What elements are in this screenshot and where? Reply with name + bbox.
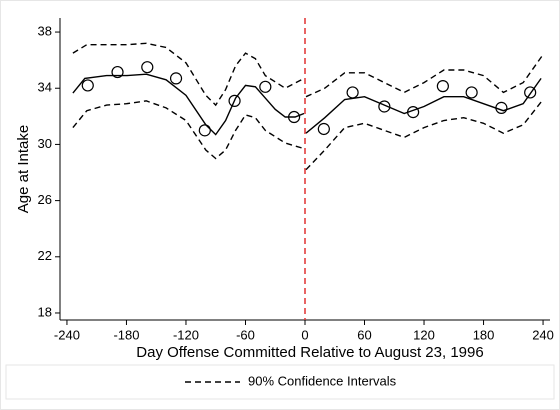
y-tick-label: 18 — [38, 304, 52, 319]
data-point — [198, 124, 211, 137]
x-tick-label: 60 — [357, 327, 371, 342]
x-tick-label: 120 — [413, 327, 435, 342]
x-tick-label: -60 — [236, 327, 255, 342]
y-tick-label: 34 — [38, 80, 52, 95]
data-point — [524, 86, 537, 99]
legend-label: 90% Confidence Intervals — [248, 373, 397, 388]
x-tick-label: 240 — [532, 327, 554, 342]
data-point — [465, 86, 478, 99]
ci-line — [72, 42, 544, 107]
y-tick-label: 22 — [38, 248, 52, 263]
data-point — [111, 65, 124, 79]
x-tick-label: -240 — [54, 327, 80, 342]
x-axis-title: Day Offense Committed Relative to August… — [136, 344, 483, 361]
data-point — [81, 79, 94, 92]
x-tick-label: -180 — [113, 327, 139, 342]
x-tick-label: -120 — [173, 327, 199, 342]
data-point — [141, 61, 154, 74]
data-point — [228, 94, 241, 107]
y-tick-label: 30 — [38, 136, 52, 151]
data-point — [378, 100, 391, 113]
data-point — [169, 72, 183, 85]
x-tick-label: 180 — [473, 327, 495, 342]
y-tick-label: 26 — [38, 192, 52, 207]
y-tick-label: 38 — [38, 23, 52, 38]
x-tick-label: 0 — [301, 327, 308, 342]
y-axis-title: Age at Intake — [15, 125, 32, 213]
legend-box — [5, 364, 555, 400]
data-point — [259, 80, 272, 93]
ci-line — [72, 99, 544, 171]
fit-line — [72, 73, 542, 136]
data-point — [317, 122, 330, 136]
data-point — [436, 80, 449, 93]
